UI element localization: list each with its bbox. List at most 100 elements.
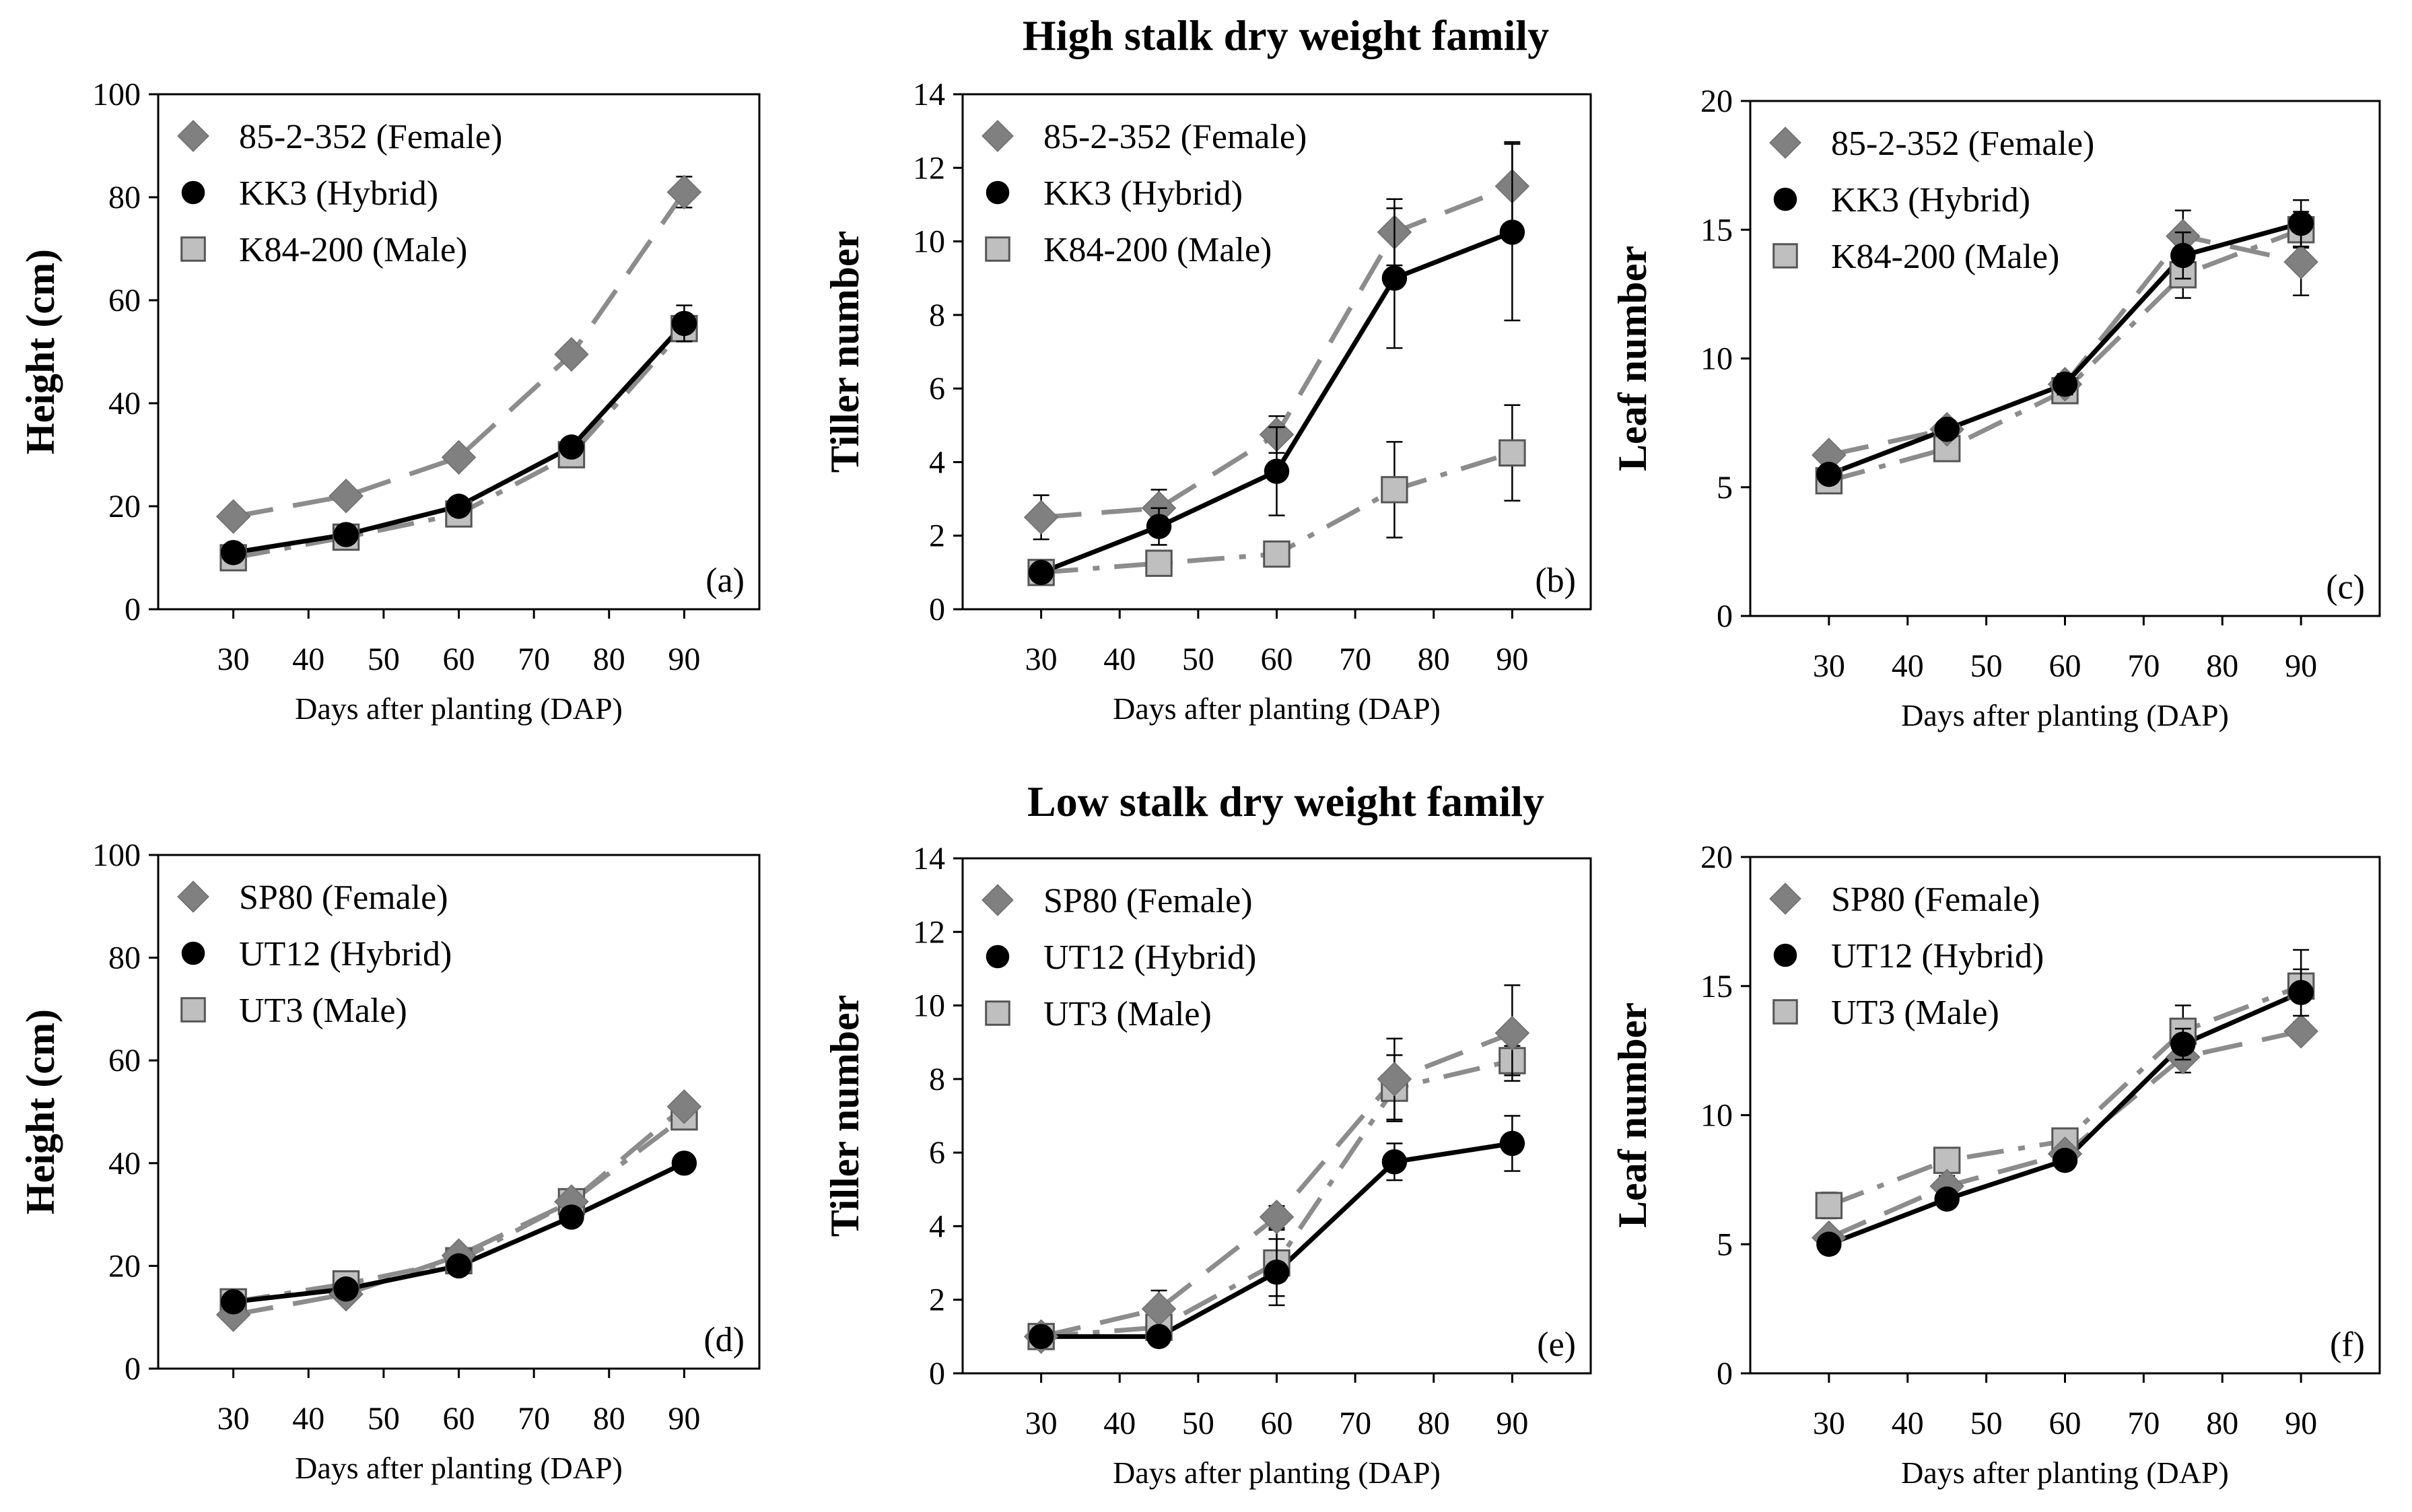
x-tick-label: 90 (2285, 648, 2317, 684)
y-tick-label: 4 (929, 444, 945, 480)
x-tick-label: 70 (2127, 1406, 2160, 1441)
panel-tag: (f) (2330, 1326, 2365, 1364)
x-tick-label: 40 (1103, 642, 1136, 677)
y-tick-label: 0 (929, 592, 945, 627)
data-point-female (1377, 1062, 1412, 1097)
legend-label-hybrid: UT12 (Hybrid) (1043, 938, 1256, 977)
x-tick-label: 60 (2049, 1406, 2081, 1441)
data-point-hybrid (220, 1289, 246, 1315)
x-tick-label: 30 (1813, 1406, 1845, 1441)
data-point-hybrid (333, 522, 359, 547)
x-tick-label: 90 (668, 642, 700, 677)
data-point-female (2283, 244, 2318, 279)
data-point-hybrid (671, 310, 697, 337)
data-point-hybrid (2288, 980, 2314, 1006)
legend-label-hybrid: UT12 (Hybrid) (1831, 937, 2044, 975)
y-tick-label: 8 (929, 1062, 945, 1097)
legend-marker-male (985, 236, 1010, 262)
x-tick-label: 30 (217, 1401, 250, 1437)
series-line-hybrid (233, 1161, 685, 1305)
legend-label-male: K84-200 (Male) (1043, 231, 1272, 269)
data-point-female (1023, 500, 1059, 535)
legend-marker-female (177, 120, 209, 152)
x-tick-label: 90 (668, 1401, 700, 1437)
x-tick-label: 50 (1182, 1406, 1214, 1441)
y-axis-label: Tiller number (823, 995, 867, 1237)
data-point-male (1498, 439, 1526, 467)
row-title-high: High stalk dry weight family (1023, 11, 1549, 59)
y-tick-label: 6 (929, 1135, 945, 1171)
row-title-low: Low stalk dry weight family (1027, 778, 1544, 825)
chart-panel-c: 0 5 10 15 20 30 40 50 60 70 80 90 Days after plantin… (1610, 83, 2381, 732)
legend-label-male: UT3 (Male) (1043, 995, 1212, 1033)
legend-label-female: SP80 (Female) (239, 879, 448, 917)
plot-frame (157, 93, 761, 611)
y-tick-label: 14 (913, 77, 945, 112)
x-tick-label: 90 (2285, 1406, 2317, 1441)
x-tick-label: 70 (518, 1401, 550, 1437)
x-tick-label: 70 (1339, 642, 1371, 677)
data-point-hybrid (559, 1204, 584, 1230)
y-tick-label: 40 (108, 1146, 141, 1181)
legend-label-hybrid: KK3 (Hybrid) (239, 174, 438, 213)
y-tick-label: 14 (913, 841, 945, 877)
data-point-female (1494, 1015, 1530, 1051)
x-tick-label: 40 (1892, 648, 1924, 684)
x-axis-label: Days after planting (DAP) (1901, 698, 2229, 732)
x-tick-label: 30 (1025, 642, 1058, 677)
data-point-hybrid (1264, 1260, 1290, 1285)
y-tick-label: 0 (125, 592, 141, 627)
legend-marker-male (985, 1000, 1010, 1026)
legend-marker-male (1772, 999, 1798, 1025)
legend-label-male: UT3 (Male) (239, 992, 407, 1030)
legend-label-male: K84-200 (Male) (1831, 238, 2059, 276)
data-point-hybrid (1381, 1149, 1408, 1175)
legend-label-male: UT3 (Male) (1831, 994, 1999, 1032)
chart-panel-b: 0 2 4 6 8 10 12 14 30 40 50 60 70 80 90 Days after plan… (823, 77, 1592, 726)
plot-frame (1749, 856, 2381, 1375)
legend-marker-female (981, 884, 1014, 916)
data-point-hybrid (1146, 1324, 1172, 1350)
data-point-female (554, 337, 589, 372)
x-axis-label: Days after planting (DAP) (1113, 1455, 1441, 1490)
data-point-hybrid (1934, 416, 1960, 442)
data-point-hybrid (446, 493, 472, 519)
data-point-hybrid (671, 1150, 697, 1176)
legend-label-female: 85-2-352 (Female) (1831, 125, 2094, 163)
legend-marker-hybrid (1773, 943, 1797, 967)
x-tick-label: 50 (1970, 648, 2003, 684)
x-tick-label: 60 (1261, 642, 1293, 677)
legend-marker-hybrid (986, 944, 1010, 969)
legend-label-hybrid: KK3 (Hybrid) (1831, 181, 2030, 219)
x-tick-label: 60 (1261, 1406, 1293, 1441)
y-tick-label: 0 (1717, 598, 1733, 634)
x-tick-label: 80 (593, 642, 625, 677)
legend-label-female: 85-2-352 (Female) (239, 118, 502, 156)
x-tick-label: 80 (593, 1401, 625, 1437)
y-axis-label: Leaf number (1610, 1002, 1655, 1228)
y-tick-label: 20 (108, 1248, 141, 1284)
legend-label-hybrid: UT12 (Hybrid) (239, 935, 452, 973)
legend-label-hybrid: KK3 (Hybrid) (1043, 174, 1243, 213)
x-tick-label: 30 (1813, 648, 1845, 684)
x-tick-label: 70 (518, 642, 550, 677)
y-axis-label: Height (cm) (18, 249, 63, 454)
data-point-hybrid (446, 1253, 472, 1279)
legend-label-female: SP80 (Female) (1043, 882, 1253, 920)
data-point-female (441, 440, 477, 475)
x-axis-label: Days after planting (DAP) (1113, 691, 1441, 726)
y-tick-label: 12 (913, 150, 945, 186)
x-tick-label: 80 (1418, 1406, 1450, 1441)
y-tick-label: 60 (108, 1043, 141, 1078)
data-point-male (1381, 476, 1408, 504)
y-tick-label: 60 (108, 283, 141, 318)
data-point-hybrid (1816, 1231, 1842, 1257)
y-tick-label: 10 (913, 224, 945, 260)
y-tick-label: 20 (1700, 839, 1733, 875)
data-point-hybrid (1028, 559, 1054, 586)
x-tick-label: 40 (1103, 1406, 1136, 1441)
y-tick-label: 40 (108, 386, 141, 421)
x-tick-label: 50 (1182, 642, 1214, 677)
x-tick-label: 60 (443, 642, 475, 677)
